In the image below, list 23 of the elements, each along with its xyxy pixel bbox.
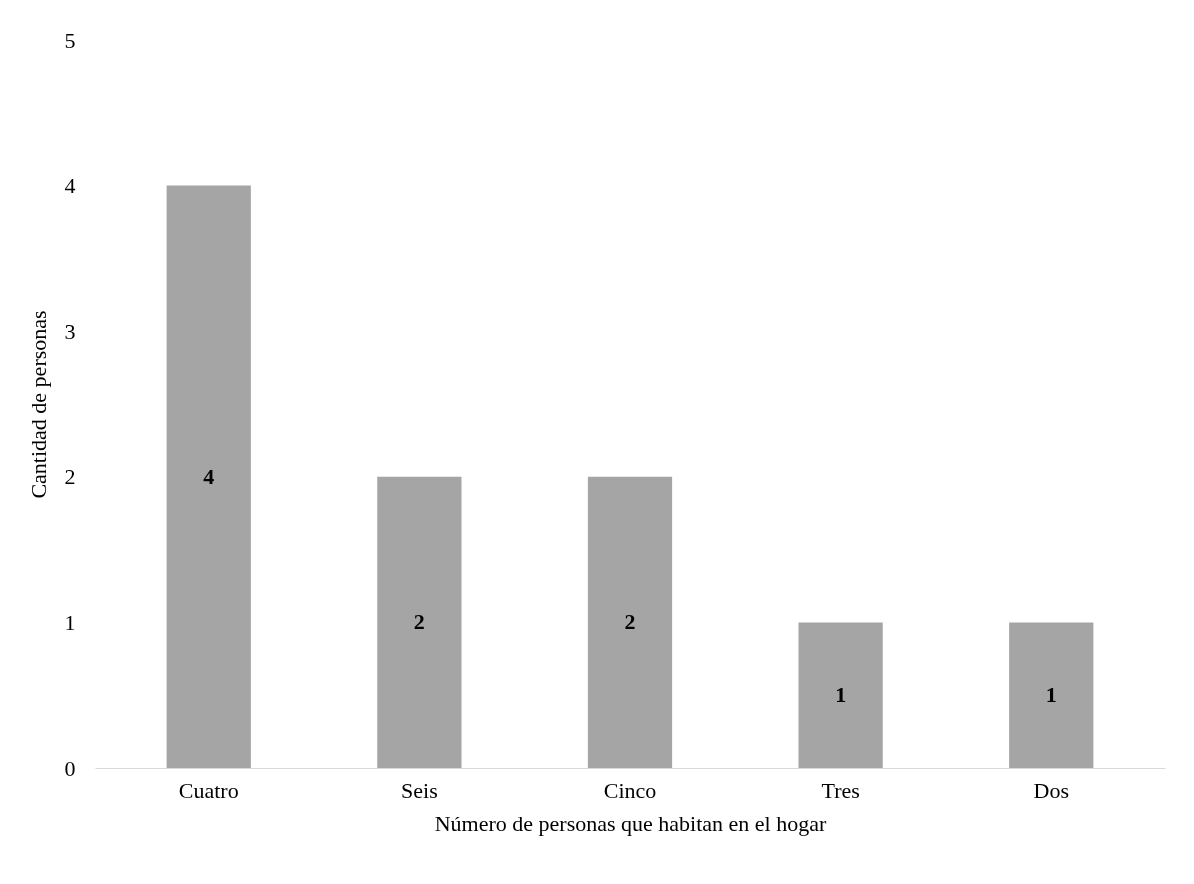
y-tick-label: 5 bbox=[64, 27, 76, 53]
x-tick-label: Dos bbox=[1033, 777, 1069, 803]
y-tick-label: 4 bbox=[64, 173, 76, 199]
bar bbox=[377, 476, 462, 768]
data-label: 2 bbox=[413, 609, 425, 635]
y-tick-label: 3 bbox=[64, 318, 76, 344]
x-tick-label: Cinco bbox=[603, 777, 657, 803]
y-tick-label: 0 bbox=[64, 755, 76, 781]
y-axis-title: Cantidad de personas bbox=[25, 310, 51, 499]
bar bbox=[166, 185, 251, 768]
x-tick-label: Tres bbox=[821, 777, 860, 803]
data-label: 4 bbox=[203, 463, 215, 489]
x-axis-title: Número de personas que habitan en el hogar bbox=[434, 810, 827, 836]
bar bbox=[1009, 622, 1094, 768]
bar bbox=[798, 622, 883, 768]
data-label: 1 bbox=[1045, 682, 1057, 708]
y-tick-label: 1 bbox=[64, 609, 76, 635]
x-tick-label: Seis bbox=[401, 777, 438, 803]
bar bbox=[587, 476, 673, 768]
data-label: 2 bbox=[624, 609, 636, 635]
data-label: 1 bbox=[835, 682, 847, 708]
y-tick-label: 2 bbox=[64, 464, 76, 490]
x-tick-label: Cuatro bbox=[178, 777, 239, 803]
